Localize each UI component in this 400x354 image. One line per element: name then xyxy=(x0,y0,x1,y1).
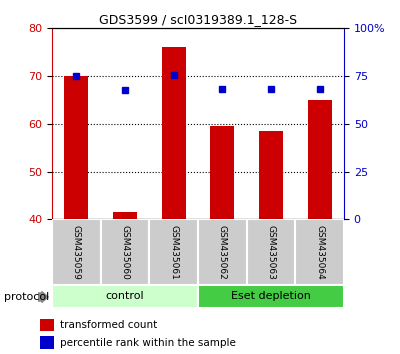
Title: GDS3599 / scI0319389.1_128-S: GDS3599 / scI0319389.1_128-S xyxy=(99,13,297,26)
Bar xyxy=(198,219,247,285)
Text: GSM435064: GSM435064 xyxy=(315,225,324,280)
Bar xyxy=(113,212,137,219)
Bar xyxy=(40,319,54,331)
Text: GSM435062: GSM435062 xyxy=(218,225,227,280)
Text: GSM435060: GSM435060 xyxy=(120,225,130,280)
Text: transformed count: transformed count xyxy=(60,320,158,330)
Text: Eset depletion: Eset depletion xyxy=(231,291,311,302)
Bar xyxy=(52,219,101,285)
Bar xyxy=(210,126,234,219)
Text: GSM435061: GSM435061 xyxy=(169,225,178,280)
Text: percentile rank within the sample: percentile rank within the sample xyxy=(60,338,236,348)
Bar xyxy=(308,100,332,219)
Bar xyxy=(52,285,198,308)
Bar xyxy=(101,219,149,285)
FancyArrow shape xyxy=(38,292,48,302)
Bar xyxy=(40,336,54,349)
Text: protocol: protocol xyxy=(4,292,49,302)
Text: GSM435063: GSM435063 xyxy=(266,225,276,280)
Text: GSM435059: GSM435059 xyxy=(72,225,81,280)
Text: control: control xyxy=(106,291,144,302)
Bar xyxy=(247,219,295,285)
Bar xyxy=(259,131,283,219)
Bar xyxy=(295,219,344,285)
Bar xyxy=(198,285,344,308)
Bar xyxy=(162,47,186,219)
Bar xyxy=(149,219,198,285)
Bar xyxy=(64,76,88,219)
